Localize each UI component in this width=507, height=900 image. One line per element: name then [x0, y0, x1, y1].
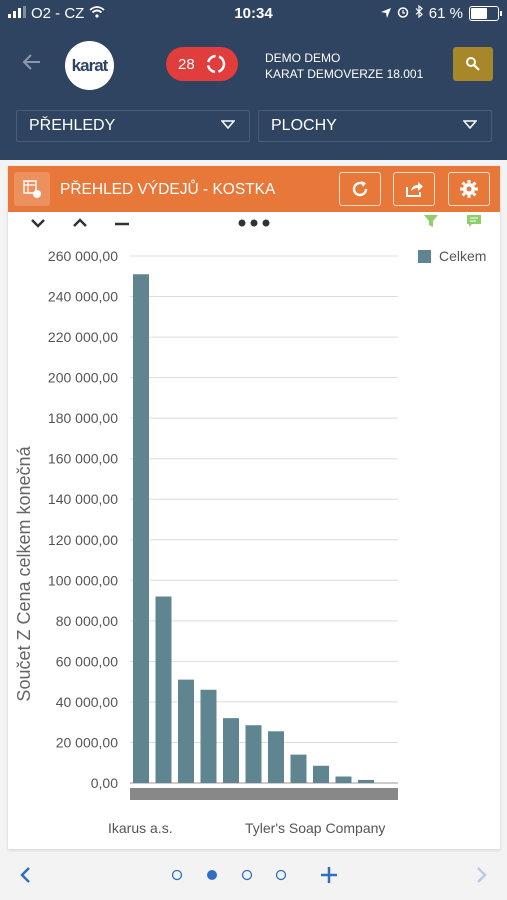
y-tick-label: 160 000,00 — [48, 451, 118, 467]
y-axis-label: Součet Z Cena celkem konečná — [14, 445, 34, 701]
y-tick-label: 20 000,00 — [56, 734, 118, 750]
y-tick-label: 180 000,00 — [48, 410, 118, 426]
bar-7[interactable] — [268, 731, 284, 783]
x-tick-label: Ikarus a.s. — [108, 820, 173, 836]
y-tick-label: 260 000,00 — [48, 248, 118, 264]
share-icon — [406, 182, 423, 197]
panel-header: PŘEHLED VÝDEJŮ - KOSTKA — [8, 166, 500, 212]
y-tick-label: 0,00 — [91, 775, 118, 791]
y-tick-label: 100 000,00 — [48, 572, 118, 588]
alarm-icon — [397, 5, 409, 22]
dropdown-caret-icon — [221, 120, 235, 130]
carrier-label: O2 - CZ — [31, 5, 85, 22]
report-panel: PŘEHLED VÝDEJŮ - KOSTKA 0,00 20 000,00 40 … — [8, 166, 500, 849]
clock: 10:34 — [234, 5, 273, 22]
area-dropdown[interactable]: PLOCHY — [258, 110, 492, 142]
y-tick-label: 140 000,00 — [48, 491, 118, 507]
previous-arrow-icon[interactable] — [18, 866, 32, 884]
y-tick-label: 120 000,00 — [48, 532, 118, 548]
bar-8[interactable] — [290, 754, 307, 783]
filter-icon[interactable] — [423, 214, 439, 228]
area-dropdown-label: PLOCHY — [271, 117, 337, 134]
refresh-button[interactable] — [339, 172, 381, 206]
bottom-navigation — [0, 855, 507, 900]
signal-icon — [8, 5, 26, 22]
chart-scrollbar[interactable] — [130, 788, 398, 800]
notification-badge[interactable]: 28 — [166, 47, 238, 81]
page-dot[interactable] — [241, 869, 253, 881]
dropdown-caret-icon — [463, 120, 477, 130]
y-tick-label: 60 000,00 — [56, 653, 118, 669]
user-name: DEMO DEMO — [265, 51, 341, 65]
y-tick-label: 240 000,00 — [48, 289, 118, 305]
bar-11[interactable] — [358, 779, 374, 783]
battery-icon — [469, 6, 502, 21]
wifi-icon — [89, 5, 105, 22]
bar-6[interactable] — [245, 725, 262, 783]
page-indicator — [171, 869, 287, 881]
cube-report-icon — [14, 172, 50, 206]
bar-10[interactable] — [335, 776, 352, 783]
next-arrow-icon[interactable] — [475, 866, 489, 884]
logo-text: karat — [71, 55, 109, 75]
battery-label: 61 % — [428, 5, 463, 22]
y-tick-label: 40 000,00 — [56, 694, 118, 710]
karat-logo[interactable]: karat — [65, 41, 114, 90]
app-header: O2 - CZ 10:34 61 % karat 28 DEMO DEMO KA… — [0, 0, 507, 160]
comment-icon[interactable] — [466, 214, 482, 228]
settings-button[interactable] — [448, 172, 490, 206]
x-tick-label: Tyler's Soap Company — [245, 820, 385, 836]
bar-4[interactable] — [200, 689, 217, 783]
more-options-icon[interactable] — [236, 217, 272, 229]
location-icon — [380, 5, 391, 22]
chevron-down-icon[interactable] — [30, 217, 46, 229]
refresh-spinner-icon — [206, 54, 226, 74]
user-company: KARAT DEMOVERZE 18.001 — [265, 67, 424, 81]
legend-label: Celkem — [439, 248, 486, 264]
bar-1[interactable] — [133, 274, 149, 783]
bar-5[interactable] — [223, 718, 239, 783]
reports-dropdown[interactable]: PŘEHLEDY — [16, 110, 250, 142]
user-info: DEMO DEMO KARAT DEMOVERZE 18.001 — [265, 50, 423, 82]
gear-icon — [460, 180, 478, 198]
reports-dropdown-label: PŘEHLEDY — [29, 117, 116, 134]
panel-title: PŘEHLED VÝDEJŮ - KOSTKA — [60, 181, 276, 198]
bar-2[interactable] — [155, 596, 172, 783]
y-tick-label: 200 000,00 — [48, 370, 118, 386]
bluetooth-icon — [415, 4, 423, 22]
bar-9[interactable] — [313, 765, 329, 783]
bar-chart: 0,00 20 000,00 40 000,00 60 000,00 80 000,00… — [14, 248, 486, 836]
minimize-icon[interactable] — [114, 217, 130, 229]
back-arrow-icon[interactable] — [22, 52, 42, 78]
status-bar: O2 - CZ 10:34 61 % — [0, 0, 507, 28]
page-dot[interactable] — [275, 869, 287, 881]
page-dot-active[interactable] — [207, 870, 217, 880]
search-icon — [466, 57, 480, 71]
page-dot[interactable] — [171, 869, 183, 881]
chart-toolbar — [8, 212, 500, 236]
chevron-up-icon[interactable] — [72, 217, 88, 229]
refresh-icon — [352, 181, 368, 197]
y-tick-label: 220 000,00 — [48, 329, 118, 345]
share-button[interactable] — [393, 172, 435, 206]
y-tick-label: 80 000,00 — [56, 613, 118, 629]
search-button[interactable] — [453, 47, 493, 81]
legend-swatch — [418, 250, 431, 263]
notification-count: 28 — [178, 55, 195, 73]
add-page-icon[interactable] — [320, 866, 338, 884]
bar-3[interactable] — [178, 679, 194, 783]
